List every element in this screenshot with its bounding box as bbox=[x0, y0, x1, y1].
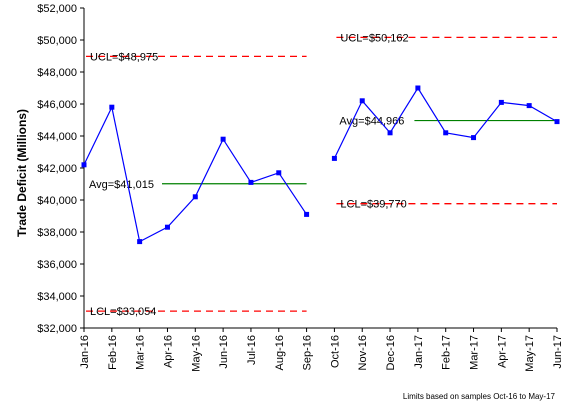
x-tick-label: Feb-17 bbox=[441, 335, 453, 370]
plot-area: $32,000 $34,000 $36,000 $38,000 $40,000 $42,0… bbox=[37, 3, 564, 372]
x-tick-label: Oct-16 bbox=[329, 335, 341, 368]
data-point bbox=[248, 179, 254, 185]
y-tick-label: $42,000 bbox=[37, 163, 77, 175]
data-point bbox=[415, 85, 421, 91]
data-point bbox=[137, 239, 143, 245]
ucl-label: UCL=$48,975 bbox=[90, 51, 158, 63]
y-tick-label: $46,000 bbox=[37, 99, 77, 111]
data-point bbox=[554, 119, 560, 125]
data-point bbox=[387, 130, 393, 136]
x-tick-label: Mar-16 bbox=[135, 335, 147, 370]
x-tick-label: Jun-16 bbox=[218, 335, 230, 369]
data-point bbox=[498, 99, 504, 105]
x-tick-label: Jun-17 bbox=[552, 335, 564, 369]
y-tick-label: $36,000 bbox=[37, 259, 77, 271]
data-point bbox=[526, 103, 532, 109]
data-point bbox=[220, 136, 226, 142]
average-label: Avg=$41,015 bbox=[89, 179, 154, 191]
x-tick-label: May-17 bbox=[524, 335, 536, 372]
y-tick-label: $50,000 bbox=[37, 35, 77, 47]
x-tick-label: Dec-16 bbox=[385, 335, 397, 370]
x-tick-label: Jan-17 bbox=[413, 335, 425, 369]
y-axis-label: Trade Deficit (Millions) bbox=[15, 109, 29, 237]
y-tick-label: $40,000 bbox=[37, 195, 77, 207]
data-point bbox=[109, 104, 115, 110]
x-tick-label: Sep-16 bbox=[302, 335, 314, 370]
x-tick-label: Feb-16 bbox=[107, 335, 119, 370]
average-label: Avg=$44,966 bbox=[339, 116, 404, 128]
x-tick-label: Aug-16 bbox=[274, 335, 286, 370]
data-point bbox=[192, 194, 198, 200]
x-tick-label: Nov-16 bbox=[357, 335, 369, 370]
data-point bbox=[331, 155, 337, 161]
data-point bbox=[276, 170, 282, 176]
x-tick-label: Jul-16 bbox=[246, 335, 258, 365]
y-tick-label: $48,000 bbox=[37, 67, 77, 79]
ucl-label: UCL=$50,162 bbox=[340, 32, 408, 44]
lcl-label: LCL=$39,770 bbox=[340, 199, 406, 211]
data-point bbox=[164, 224, 170, 230]
x-tick-label: May-16 bbox=[190, 335, 202, 372]
data-point bbox=[471, 135, 477, 141]
x-tick-label: Jan-16 bbox=[79, 335, 91, 369]
x-tick-label: Mar-17 bbox=[469, 335, 481, 370]
data-point bbox=[443, 130, 449, 136]
y-tick-label: $34,000 bbox=[37, 291, 77, 303]
lcl-label: LCL=$33,054 bbox=[90, 306, 156, 318]
y-tick-label: $38,000 bbox=[37, 227, 77, 239]
y-tick-label: $44,000 bbox=[37, 131, 77, 143]
y-tick-label: $32,000 bbox=[37, 323, 77, 335]
data-point bbox=[81, 162, 87, 168]
limits-footnote: Limits based on samples Oct-16 to May-17 bbox=[403, 392, 556, 401]
x-tick-label: Apr-16 bbox=[162, 335, 174, 368]
data-point bbox=[304, 211, 310, 217]
x-tick-label: Apr-17 bbox=[496, 335, 508, 368]
data-point bbox=[359, 98, 365, 104]
series-line bbox=[83, 105, 308, 243]
y-tick-label: $52,000 bbox=[37, 3, 77, 15]
